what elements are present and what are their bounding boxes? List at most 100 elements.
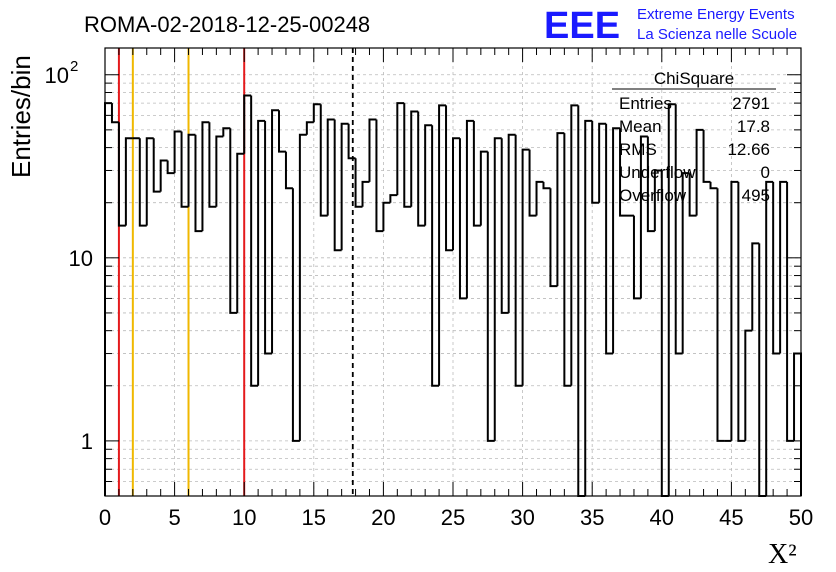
histogram-bin xyxy=(312,103,321,123)
histogram-bin xyxy=(424,124,433,226)
histogram-bin xyxy=(674,104,683,355)
histogram-bin xyxy=(298,133,307,441)
y-tick-label-exponent: 2 xyxy=(70,58,78,75)
histogram-bin xyxy=(208,122,217,208)
histogram-bin xyxy=(612,127,621,354)
stats-label-overflow: Overflow xyxy=(619,186,687,205)
histogram-bin xyxy=(284,151,293,190)
stats-label-rms: RMS xyxy=(619,140,657,159)
histogram-bin xyxy=(417,111,426,227)
histogram-bin xyxy=(744,329,753,441)
histogram-bin xyxy=(646,136,655,233)
histogram-bin xyxy=(333,119,342,252)
histogram-bin xyxy=(445,105,453,252)
stats-value-overflow: 495 xyxy=(742,186,770,205)
x-tick-label: 0 xyxy=(99,505,111,530)
y-tick-label: 1 xyxy=(81,429,93,454)
histogram-bin xyxy=(257,119,266,386)
stats-box: ChiSquare Entries 2791 Mean 17.8 RMS 12.… xyxy=(612,69,776,205)
x-tick-label: 30 xyxy=(510,505,534,530)
x-tick-label: 50 xyxy=(789,505,813,530)
histogram-bin xyxy=(250,95,259,387)
histogram-bin xyxy=(695,128,704,216)
histogram-bin xyxy=(549,188,558,288)
x-tick-label: 5 xyxy=(168,505,180,530)
eee-logo: EEE xyxy=(544,5,620,47)
histogram-bin xyxy=(688,173,697,217)
histogram-bin xyxy=(361,180,370,207)
histogram-bars xyxy=(104,94,802,497)
histogram-bin xyxy=(772,181,781,355)
histogram-bin xyxy=(521,148,530,386)
histogram-bin xyxy=(138,138,147,227)
histogram-bin xyxy=(702,129,711,183)
histogram-bin xyxy=(528,149,537,217)
x-tick-label: 10 xyxy=(232,505,256,530)
x-tick-label: 45 xyxy=(719,505,743,530)
histogram-bin xyxy=(465,119,474,299)
org-name: Extreme Energy Events xyxy=(637,6,795,23)
histogram-bin xyxy=(570,104,579,386)
histogram-bin xyxy=(751,242,760,331)
histogram-bin xyxy=(410,110,419,207)
histogram-bin xyxy=(452,137,460,251)
histogram-bin xyxy=(493,137,502,441)
histogram-bin xyxy=(264,120,273,355)
stats-value-entries: 2791 xyxy=(732,94,770,113)
y-tick-label: 10 xyxy=(45,63,69,88)
histogram-bin xyxy=(354,158,363,208)
histogram-bin xyxy=(236,152,245,313)
histogram-bin xyxy=(403,103,412,208)
histogram-bin xyxy=(291,188,300,442)
histogram-bin xyxy=(375,119,384,233)
histogram-bin xyxy=(619,128,627,217)
stats-label-mean: Mean xyxy=(619,117,662,136)
histogram-bin xyxy=(591,120,600,204)
histogram-bin xyxy=(243,94,252,154)
histogram-bin xyxy=(431,125,440,387)
histogram-bin xyxy=(159,159,168,192)
histogram-bin xyxy=(716,188,725,442)
histogram-bin xyxy=(598,122,607,203)
histogram-bin xyxy=(278,110,286,153)
x-tick-label: 40 xyxy=(650,505,674,530)
histogram-bin xyxy=(187,133,196,207)
histogram-bin xyxy=(709,181,718,190)
histogram-bin xyxy=(201,121,210,232)
histogram-bin xyxy=(124,137,133,226)
histogram-bin xyxy=(584,119,593,496)
histogram-bin xyxy=(305,121,314,135)
stats-value-mean: 17.8 xyxy=(737,117,770,136)
histogram-bin xyxy=(563,133,572,387)
histogram-bin xyxy=(438,104,447,386)
x-tick-label: 25 xyxy=(441,505,465,530)
run-title: ROMA-02-2018-12-25-00248 xyxy=(84,12,370,37)
stats-value-underflow: 0 xyxy=(761,163,770,182)
histogram-bin xyxy=(605,123,614,355)
x-tick-label: 35 xyxy=(580,505,604,530)
histogram-bin xyxy=(222,127,231,137)
histogram-bin xyxy=(271,109,279,354)
y-axis-label: Entries/bin xyxy=(6,55,36,178)
histogram-bin xyxy=(535,180,544,216)
histogram-bin xyxy=(472,120,481,227)
histogram-bin xyxy=(326,118,335,216)
histogram-bin xyxy=(229,128,238,314)
histogram-bin xyxy=(368,118,377,182)
histogram-bin xyxy=(514,134,523,387)
histogram-bin xyxy=(730,180,739,441)
histogram-bin xyxy=(779,180,788,354)
histogram-bin xyxy=(632,215,641,300)
histogram-bin xyxy=(556,132,565,287)
histogram-bin xyxy=(319,104,328,217)
histogram-bin xyxy=(396,102,405,196)
y-tick-label: 10 xyxy=(69,246,93,271)
histogram-bin xyxy=(382,201,391,232)
histogram-bin xyxy=(194,134,203,233)
histogram-bin xyxy=(389,194,398,203)
histogram-bin xyxy=(340,122,349,251)
histogram-bin xyxy=(507,133,516,313)
histogram-bin xyxy=(542,181,551,190)
